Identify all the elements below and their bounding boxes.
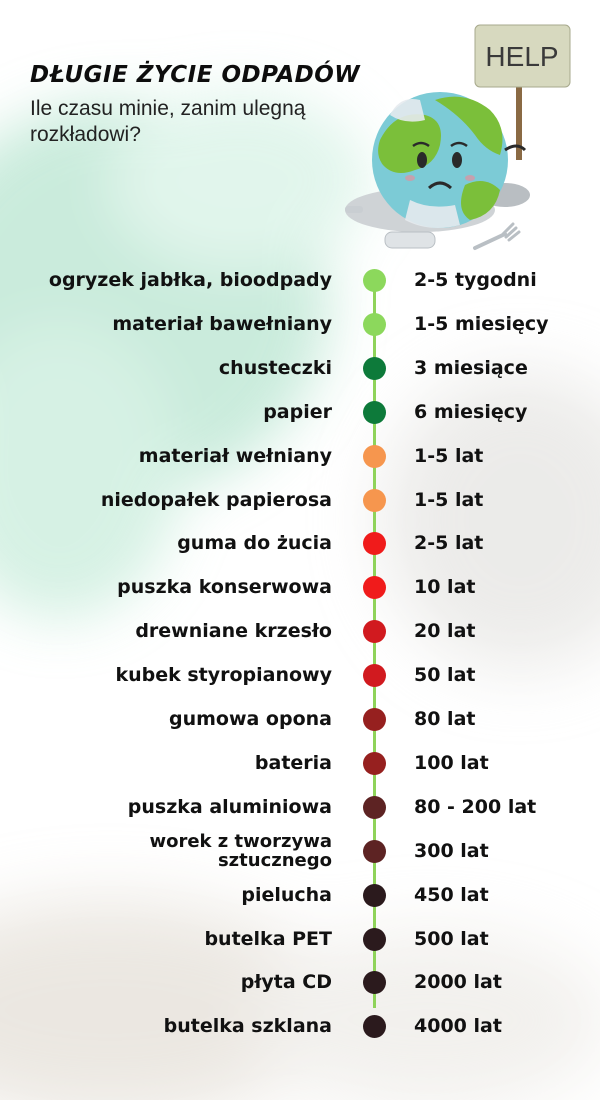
waste-item-name: materiał wełniany <box>138 444 332 467</box>
waste-item-name: niedopałek papierosa <box>100 488 332 511</box>
decomposition-time: 1-5 lat <box>414 488 484 511</box>
waste-item-name: drewniane krzesło <box>135 620 332 643</box>
timeline-dot <box>363 795 386 819</box>
timeline-dot <box>363 444 386 468</box>
decomposition-time: 3 miesiące <box>414 356 528 379</box>
timeline-dot <box>363 488 386 512</box>
decomposition-time: 100 lat <box>414 751 489 774</box>
decomposition-time: 1-5 lat <box>414 444 484 467</box>
waste-item-name: worek z tworzywa sztucznego <box>149 830 332 871</box>
decomposition-time: 4000 lat <box>414 1015 502 1038</box>
waste-item-name: papier <box>263 400 332 423</box>
waste-item-name: guma do żucia <box>177 532 332 555</box>
waste-item-name: butelka PET <box>204 927 332 950</box>
timeline-dot <box>363 576 386 600</box>
timeline-dot <box>363 839 386 863</box>
timeline-row: pielucha 450 lat <box>0 875 600 915</box>
timeline-dot <box>363 927 386 951</box>
timeline-dot <box>363 751 386 775</box>
waste-item-name: bateria <box>254 751 332 774</box>
decomposition-time: 2-5 lat <box>414 532 484 555</box>
timeline-row: butelka szklana 4000 lat <box>0 1006 600 1046</box>
timeline-row: puszka aluminiowa 80 - 200 lat <box>0 787 600 827</box>
timeline-row: guma do żucia 2-5 lat <box>0 523 600 563</box>
timeline-dot <box>363 708 386 731</box>
waste-item-name: puszka aluminiowa <box>127 795 332 818</box>
page-subtitle: Ile czasu minie, zanim ulegną rozkładowi… <box>30 97 306 146</box>
timeline-row: chusteczki 3 miesiące <box>0 348 600 388</box>
timeline-row: papier 6 miesięcy <box>0 392 600 432</box>
timeline-row: kubek styropianowy 50 lat <box>0 655 600 695</box>
waste-item-name: płyta CD <box>240 971 332 994</box>
timeline-row: materiał wełniany 1-5 lat <box>0 436 600 476</box>
waste-item-name: pielucha <box>241 883 332 906</box>
timeline-dot <box>363 664 386 688</box>
waste-item-name: gumowa opona <box>168 708 332 730</box>
waste-item-name: ogryzek jabłka, bioodpady <box>48 269 332 291</box>
decomposition-time: 80 lat <box>414 708 476 730</box>
page-title: DŁUGIE ŻYCIE ODPADÓW <box>30 62 361 88</box>
help-sign-text: HELP <box>485 41 558 72</box>
decomposition-time: 80 - 200 lat <box>414 795 537 818</box>
decomposition-time: 300 lat <box>414 839 489 862</box>
timeline-row: worek z tworzywa sztucznego 300 lat <box>0 831 600 871</box>
timeline-dot <box>363 971 386 995</box>
timeline-row: płyta CD 2000 lat <box>0 962 600 1002</box>
timeline-row: bateria 100 lat <box>0 743 600 783</box>
earth-icon <box>372 92 508 229</box>
decomposition-time: 50 lat <box>414 664 476 687</box>
timeline-row: butelka PET 500 lat <box>0 919 600 959</box>
decomposition-time: 10 lat <box>414 576 476 599</box>
timeline-dot <box>363 356 386 380</box>
timeline-row: puszka konserwowa 10 lat <box>0 567 600 607</box>
timeline-dot <box>363 883 386 907</box>
timeline-dot <box>363 532 386 556</box>
timeline-dot <box>363 312 386 336</box>
waste-item-name: butelka szklana <box>163 1015 332 1038</box>
timeline-row: ogryzek jabłka, bioodpady 2-5 tygodni <box>0 260 600 300</box>
decomposition-time: 2-5 tygodni <box>414 269 537 291</box>
timeline-dot <box>363 1015 386 1039</box>
decomposition-time: 500 lat <box>414 927 489 950</box>
decomposition-time: 2000 lat <box>414 971 502 994</box>
timeline-dot <box>363 620 386 644</box>
waste-item-name: materiał bawełniany <box>112 312 332 335</box>
waste-item-name: kubek styropianowy <box>115 664 332 687</box>
help-sign-icon: HELP <box>474 24 571 160</box>
timeline-row: gumowa opona 80 lat <box>0 699 600 739</box>
timeline-row: drewniane krzesło 20 lat <box>0 611 600 651</box>
decomposition-time: 1-5 miesięcy <box>414 312 549 335</box>
decomposition-time: 20 lat <box>414 620 476 643</box>
sad-earth-illustration: HELP <box>345 24 571 250</box>
decomposition-time: 450 lat <box>414 883 489 906</box>
waste-item-name: puszka konserwowa <box>117 576 332 599</box>
waste-item-name: chusteczki <box>218 356 332 379</box>
timeline-row: materiał bawełniany 1-5 miesięcy <box>0 304 600 344</box>
header: DŁUGIE ŻYCIE ODPADÓW Ile czasu minie, za… <box>30 62 360 148</box>
timeline-row: niedopałek papierosa 1-5 lat <box>0 480 600 520</box>
decomposition-time: 6 miesięcy <box>414 400 528 423</box>
timeline-dot <box>363 269 386 292</box>
timeline-dot <box>363 400 386 424</box>
